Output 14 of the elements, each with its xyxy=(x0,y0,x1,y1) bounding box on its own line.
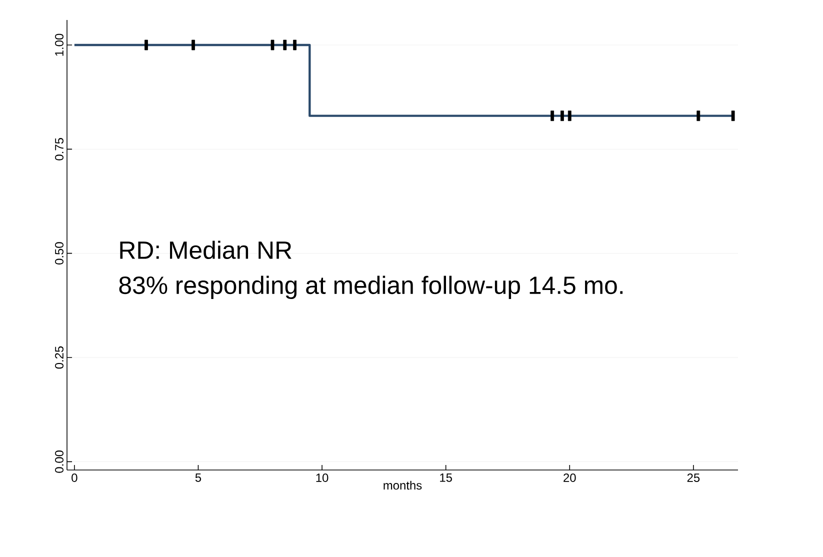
x-axis-title: months xyxy=(384,480,422,490)
x-tick-label: 0 xyxy=(72,474,78,482)
x-tick-label: 10 xyxy=(316,474,328,482)
y-tick-label: 0.25 xyxy=(55,346,64,369)
x-tick-label: 5 xyxy=(195,474,202,482)
y-tick-label: 0.50 xyxy=(55,242,64,264)
annotation: 83% responding at median follow-up 14.5 mo. xyxy=(119,276,623,300)
y-tick-label: 0.75 xyxy=(55,138,64,160)
annotation: RD: Median NR xyxy=(120,240,292,259)
x-tick-label: 25 xyxy=(687,474,700,482)
y-tick-label: 0.00 xyxy=(55,450,64,473)
x-tick-label: 20 xyxy=(564,474,576,482)
y-tick-label: 1.00 xyxy=(55,34,64,56)
x-tick-label: 15 xyxy=(440,474,452,482)
